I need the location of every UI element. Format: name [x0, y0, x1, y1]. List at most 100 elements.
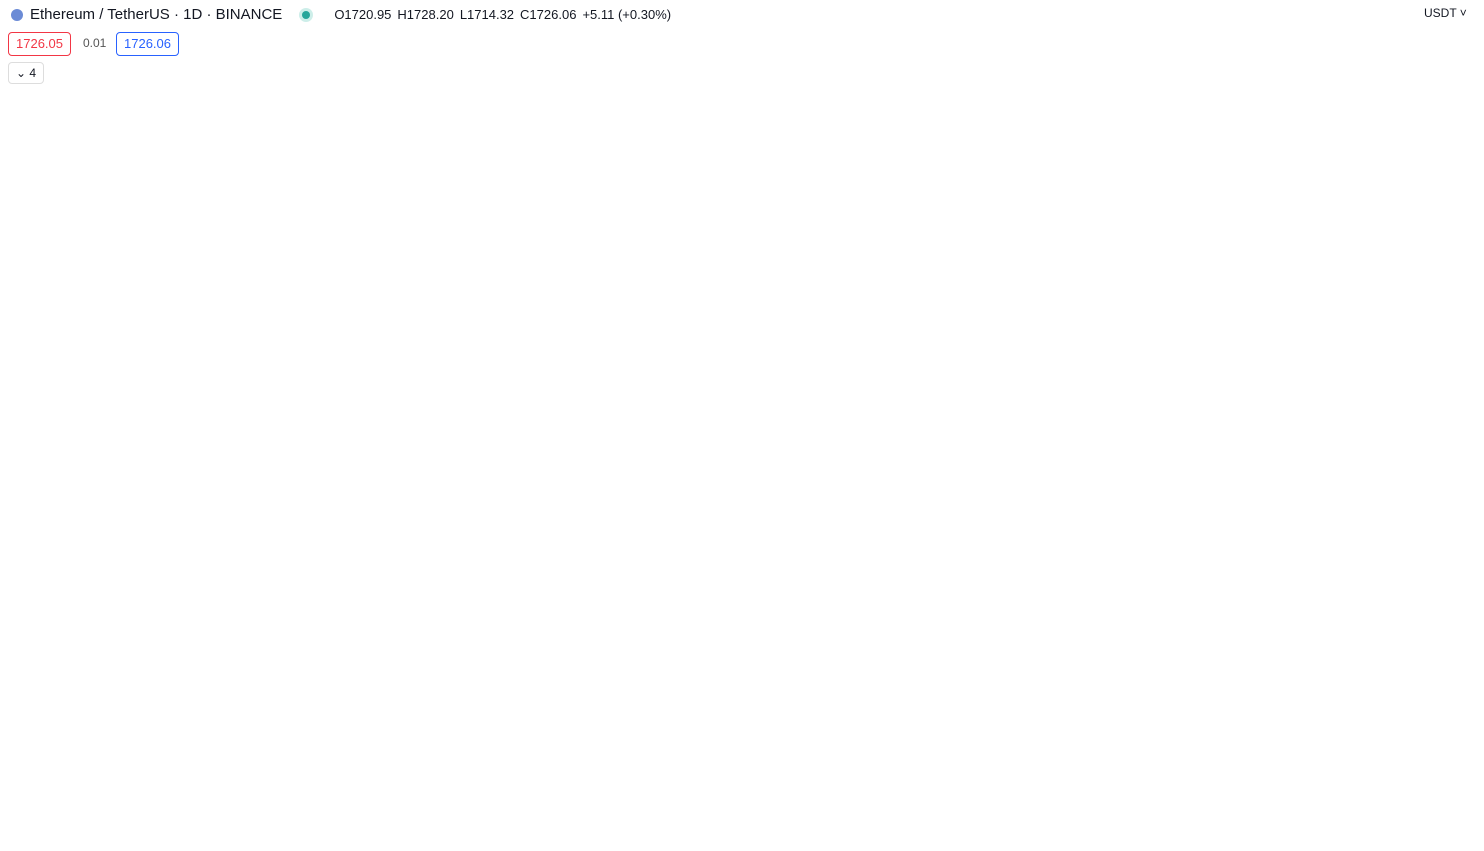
y-tick-label: 1000.00 — [1429, 623, 1473, 637]
high: H1728.20 — [397, 7, 454, 22]
buy-button[interactable]: 1726.06 — [116, 32, 179, 56]
candle-body — [472, 512, 482, 530]
candle-body — [731, 374, 741, 388]
y-tick-label: 500.00 — [1435, 820, 1472, 834]
candle-body — [290, 236, 300, 277]
candle-body — [1050, 307, 1060, 321]
candle-body — [275, 236, 285, 336]
candle-body — [305, 275, 315, 376]
price-label-bg — [1414, 222, 1478, 239]
candle-body — [837, 374, 847, 388]
y-tick-label: 2200.00 — [1429, 150, 1473, 164]
price-label: 1237.53 — [1429, 530, 1473, 544]
candle-body — [685, 512, 695, 561]
legend: Ethereum / TetherUS · 1D · BINANCE O1720… — [10, 6, 677, 23]
candle-body — [457, 512, 467, 530]
candle-body — [791, 413, 801, 427]
y-tick-label: 2500.00 — [1429, 32, 1473, 46]
candle-body — [776, 370, 786, 427]
candle-body — [183, 512, 193, 612]
candle-body — [533, 394, 543, 553]
candle-body — [898, 315, 908, 356]
candle-body — [77, 374, 87, 553]
candle-body — [518, 374, 528, 396]
candle-body — [62, 323, 72, 376]
zone — [0, 177, 1366, 184]
currency[interactable]: USDT ˅ — [1424, 6, 1467, 20]
candle-body — [852, 386, 862, 435]
candle-body — [1, 216, 11, 238]
candle-body — [366, 323, 376, 376]
y-tick-label: 600.00 — [1435, 781, 1472, 795]
candle-body — [31, 256, 41, 297]
candle-body — [259, 335, 269, 376]
y-tick-label: 1100.00 — [1430, 584, 1473, 598]
candle-body — [989, 236, 999, 297]
symbol-icon — [11, 8, 23, 21]
y-tick-label: 1700.00 — [1429, 347, 1473, 361]
candle-body — [579, 532, 589, 573]
price-label-bg — [1414, 529, 1478, 546]
candle-body — [943, 275, 953, 317]
low: L1714.32 — [459, 7, 515, 22]
indicators-toggle[interactable]: ⌄ 4 — [8, 62, 45, 84]
candle-body — [822, 354, 832, 376]
sell-button[interactable]: 1726.05 — [8, 32, 71, 56]
candle-body — [1126, 291, 1136, 317]
candle-body — [700, 433, 710, 514]
candle-body — [1095, 275, 1105, 313]
candle-body — [168, 571, 178, 612]
price-label-bg — [1414, 336, 1478, 367]
y-tick-label: 1400.00 — [1429, 466, 1473, 480]
candle-body — [624, 512, 634, 522]
candle-body — [123, 571, 133, 612]
candle-body — [1141, 315, 1151, 348]
candle-body — [229, 354, 239, 396]
candle-body — [411, 512, 421, 522]
spread: 0.01 — [83, 36, 107, 50]
trendline — [559, 358, 1233, 602]
candle-body — [16, 216, 26, 258]
open: O1720.95 — [334, 7, 392, 22]
price-label-bg — [1414, 346, 1478, 363]
candle-body — [1111, 275, 1121, 293]
candle-body — [244, 354, 254, 376]
y-tick-label: 1600.00 — [1429, 387, 1473, 401]
y-tick-label: 1800.00 — [1429, 308, 1473, 322]
candle-body — [320, 374, 330, 415]
candle-body — [427, 520, 437, 533]
price-label: 1703.00 — [1429, 346, 1473, 360]
candle-body — [594, 532, 604, 573]
candle-body — [335, 394, 345, 415]
candle-body — [883, 354, 893, 455]
candle-body — [746, 374, 756, 388]
price-label: 2016.45 — [1429, 223, 1473, 237]
candle-body — [92, 551, 102, 632]
candle-body — [761, 370, 771, 388]
y-tick-label: 800.00 — [1435, 702, 1472, 716]
y-tick-label: 1300.00 — [1429, 505, 1473, 519]
symbol[interactable]: Ethereum / TetherUS · 1D · BINANCE — [30, 6, 283, 23]
y-tick-label: 700.00 — [1435, 741, 1472, 755]
candle-body — [1065, 315, 1075, 321]
candle-body — [153, 571, 163, 612]
candle-body — [199, 413, 209, 514]
candle-body — [138, 571, 148, 612]
change: +5.11 (+0.30%) — [582, 7, 672, 22]
y-tick-label: 2100.00 — [1429, 190, 1473, 204]
y-tick-label: 1900.00 — [1429, 269, 1473, 283]
candle-body — [1171, 344, 1181, 348]
candle-body — [1080, 311, 1090, 317]
currency-label: USDT — [1424, 6, 1457, 20]
logo — [12, 826, 38, 839]
candle-body — [548, 551, 558, 593]
candle-body — [959, 204, 969, 277]
candle-body — [107, 610, 117, 632]
candle-body — [715, 386, 725, 435]
y-tick-label: 1500.00 — [1429, 426, 1473, 440]
status-dot — [302, 10, 311, 19]
arc-drawing — [1157, 369, 1191, 389]
candle-body — [807, 354, 817, 415]
